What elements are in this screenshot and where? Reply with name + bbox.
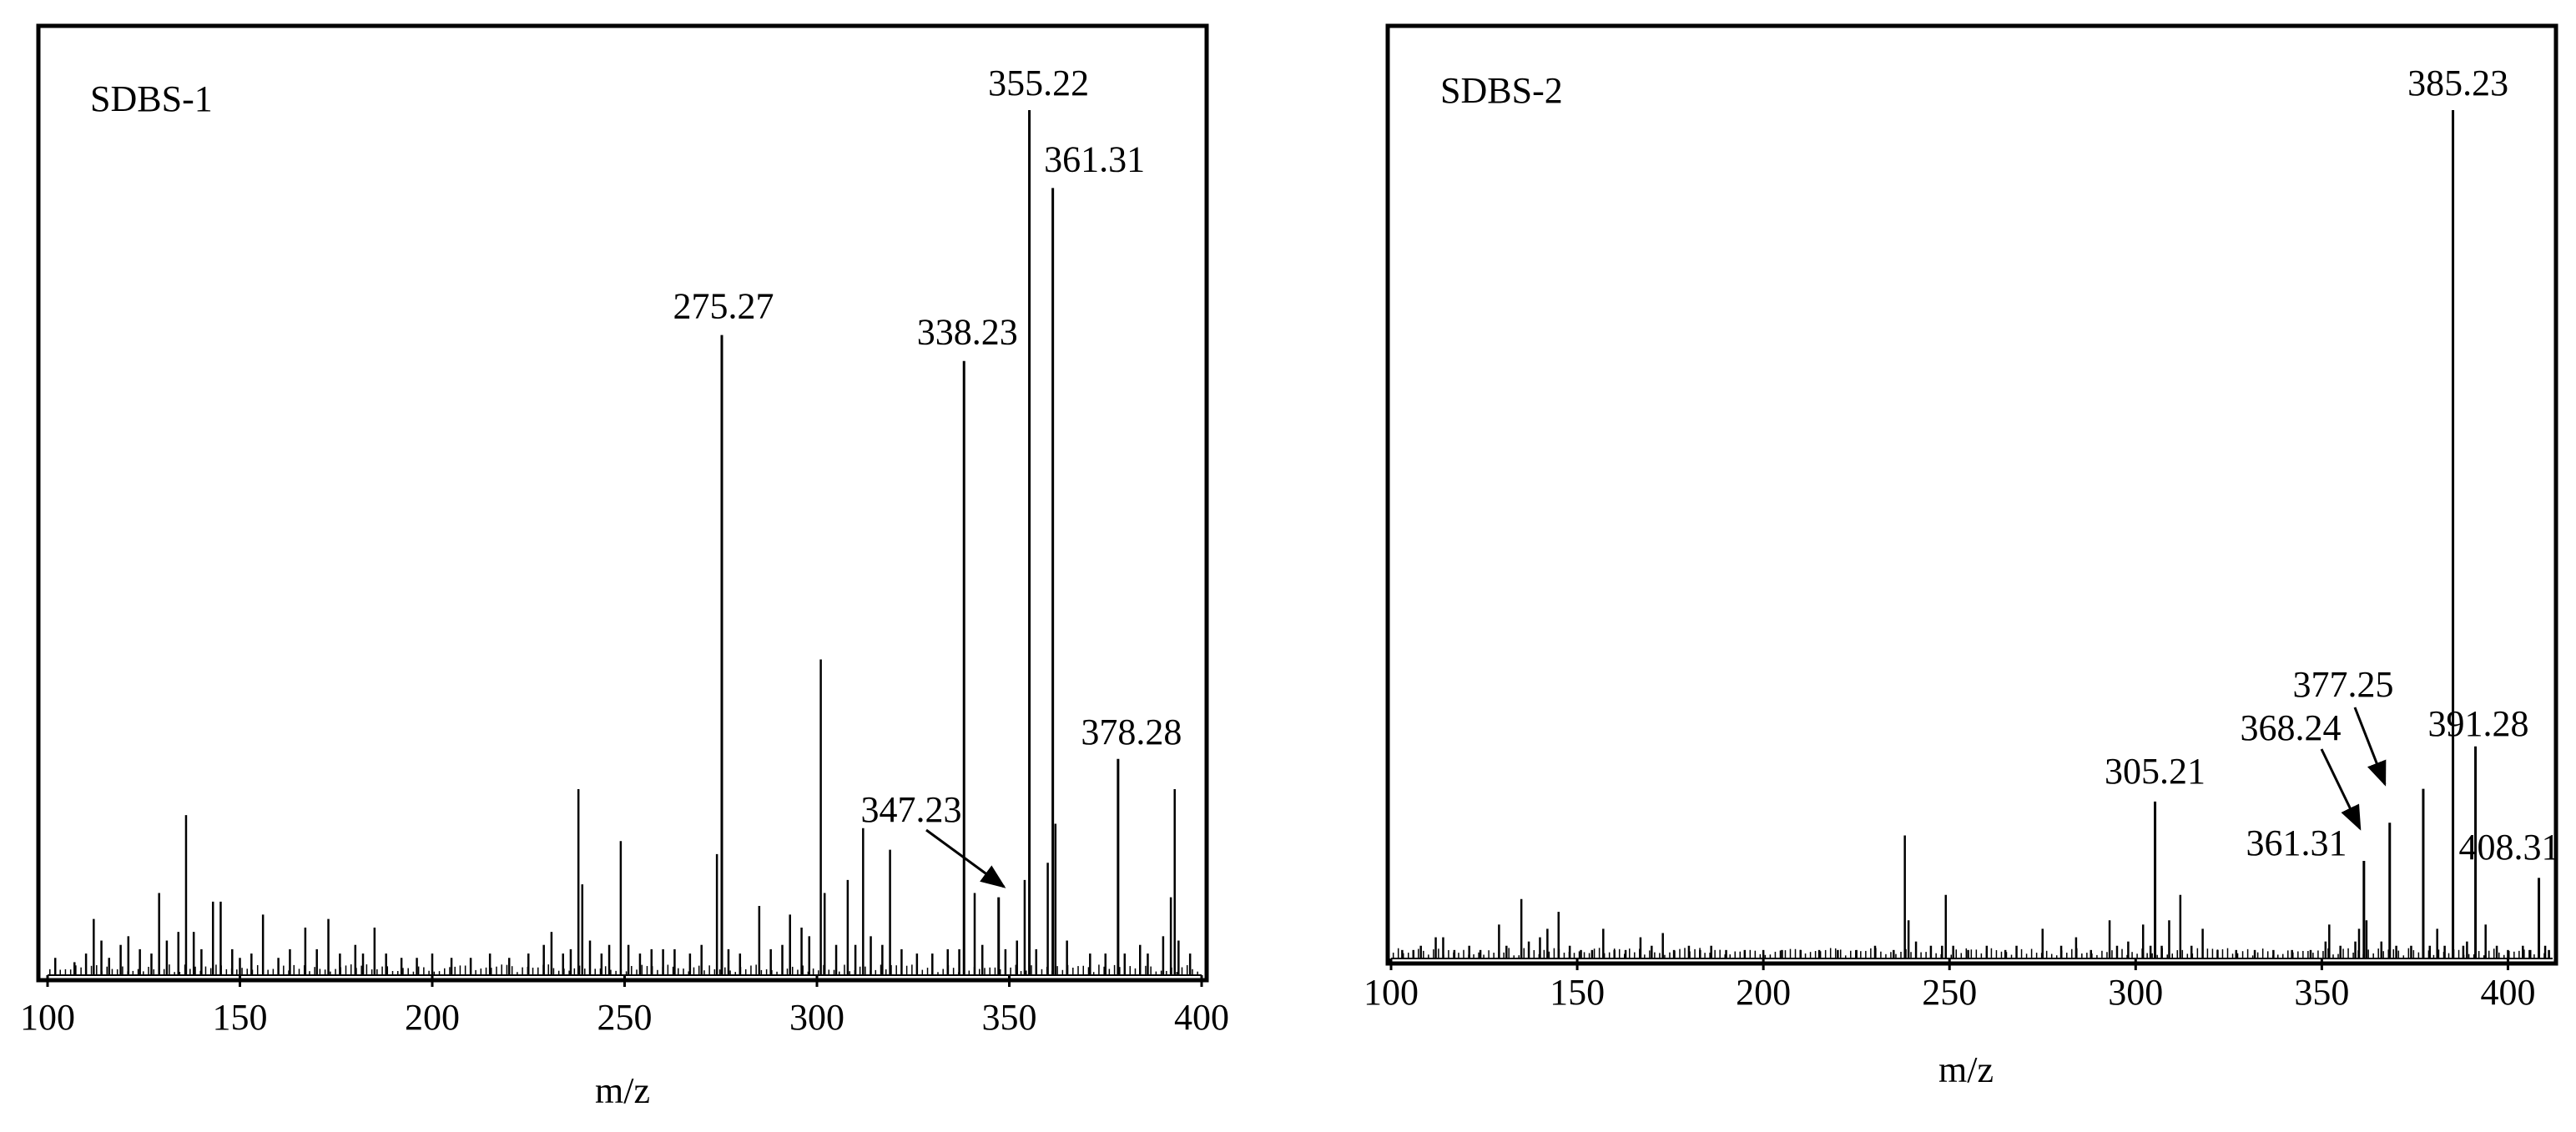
x-tick-label: 400: [1174, 997, 1229, 1038]
x-tick-label: 300: [2108, 972, 2163, 1013]
peak-label: 385.23: [2407, 63, 2508, 103]
peak-label: 391.28: [2428, 703, 2529, 744]
panel-title: SDBS-2: [1440, 70, 1563, 111]
x-tick-label: 150: [1550, 972, 1605, 1013]
panel-title: SDBS-1: [90, 78, 213, 119]
peak-label: 338.23: [917, 312, 1018, 353]
spectrum-panel-sdbs-1: SDBS-1 m/z 275.27 338.23 347.23 355.22 361.3…: [20, 23, 1229, 1111]
x-tick-label: 200: [405, 997, 460, 1038]
x-tick-label: 200: [1736, 972, 1791, 1013]
x-tick-label: 400: [2480, 972, 2535, 1013]
x-tick-label: 150: [213, 997, 268, 1038]
peak-arrow: [2320, 748, 2362, 831]
peak-arrow: [2353, 707, 2387, 787]
x-tick-label: 350: [2294, 972, 2349, 1013]
peak-label: 305.21: [2105, 751, 2205, 792]
x-tick-label: 250: [597, 997, 653, 1038]
peak-label: 361.31: [2246, 823, 2347, 863]
plot-frame: [36, 23, 1209, 983]
peak-label: 361.31: [1044, 138, 1145, 179]
peak-label: 378.28: [1081, 712, 1182, 752]
x-tick-label: 100: [20, 997, 75, 1038]
peak-label: 368.24: [2241, 707, 2342, 748]
peak-label: 355.22: [988, 63, 1089, 103]
x-tick-label: 350: [982, 997, 1037, 1038]
x-axis-title: m/z: [595, 1070, 650, 1111]
peak-label: 408.31: [2459, 827, 2560, 868]
peak-arrow: [925, 828, 1006, 888]
peak-label: 347.23: [861, 789, 962, 830]
x-tick-label: 250: [1922, 972, 1977, 1013]
peak-label: 275.27: [673, 286, 774, 327]
peak-label: 377.25: [2293, 664, 2394, 705]
plot-frame: [1385, 23, 2558, 966]
x-tick-label: 300: [789, 997, 844, 1038]
x-axis-title: m/z: [1938, 1049, 1994, 1090]
x-tick-label: 100: [1364, 972, 1419, 1013]
